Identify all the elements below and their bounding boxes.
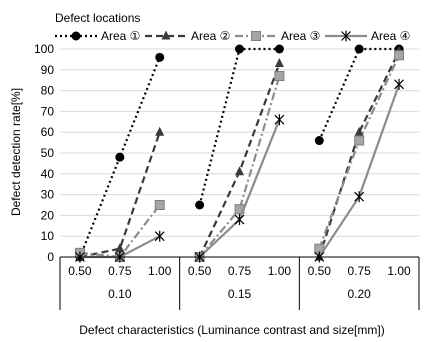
data-point <box>354 135 365 146</box>
legend: Area ① Area ② Area ③ Area ④ <box>55 29 410 43</box>
data-point <box>274 58 284 68</box>
data-point <box>115 243 125 253</box>
data-point <box>161 30 171 40</box>
x-tick-label: 1.00 <box>268 264 292 278</box>
y-tick-label: 20 <box>41 208 55 222</box>
y-tick-label: 60 <box>41 125 55 139</box>
legend-label: Area ④ <box>371 29 410 43</box>
data-point <box>354 44 364 54</box>
x-tick-label: 1.00 <box>387 264 411 278</box>
group-label: 0.10 <box>108 287 132 301</box>
data-point <box>354 191 365 203</box>
legend-label: Area ② <box>191 29 230 43</box>
legend-item: Area ② <box>145 29 230 43</box>
x-tick-label: 0.50 <box>308 264 332 278</box>
x-axis-label: Defect characteristics (Luminance contra… <box>79 323 384 337</box>
y-tick-label: 50 <box>41 146 55 160</box>
x-tick-label: 1.00 <box>148 264 172 278</box>
data-point <box>274 44 284 54</box>
series-line <box>78 56 161 258</box>
y-tick-label: 70 <box>41 104 55 118</box>
data-point <box>394 50 405 61</box>
legend-item: Area ④ <box>325 29 410 43</box>
legend-title: Defect locations <box>55 11 140 25</box>
data-point <box>195 200 205 210</box>
y-tick-label: 80 <box>41 84 55 98</box>
series-line <box>198 75 281 258</box>
data-point <box>341 30 351 42</box>
x-tick-label: 0.75 <box>108 264 132 278</box>
data-point <box>234 214 245 226</box>
data-point <box>235 166 244 176</box>
legend-item: Area ③ <box>235 29 320 43</box>
x-tick-label: 0.75 <box>347 264 371 278</box>
x-tick-label: 0.75 <box>228 264 252 278</box>
series-line <box>318 47 400 141</box>
x-tick-label: 0.50 <box>188 264 212 278</box>
data-point <box>155 126 165 136</box>
series-square <box>74 50 405 262</box>
legend-item: Area ① <box>55 29 140 43</box>
x-tick-label: 0.50 <box>68 264 92 278</box>
data-point <box>71 31 81 41</box>
legend-label: Area ③ <box>281 29 320 43</box>
y-tick-label: 90 <box>41 63 55 77</box>
series-line <box>318 50 401 258</box>
y-tick-label: 0 <box>47 250 54 264</box>
y-tick-label: 30 <box>41 188 55 202</box>
series-line <box>79 204 161 259</box>
axes: 0 10 20 30 40 50 60 70 80 90 100 0.50 0.75 1.00 0.10 0.… <box>34 42 420 310</box>
series-line <box>318 83 401 258</box>
series-line <box>198 47 280 206</box>
group-label: 0.15 <box>228 287 252 301</box>
series-line <box>79 131 161 259</box>
data-point <box>251 31 261 41</box>
data-point <box>235 44 244 54</box>
legend-label: Area ① <box>101 29 140 43</box>
data-point <box>274 114 285 126</box>
y-tick-label: 40 <box>41 167 55 181</box>
y-axis-label: Defect detection rate[%] <box>9 88 23 216</box>
y-tick-label: 10 <box>41 229 55 243</box>
data-point <box>115 152 125 162</box>
data-point <box>314 136 324 146</box>
data-point <box>154 200 165 210</box>
data-point <box>155 52 165 62</box>
group-label: 0.20 <box>347 287 371 301</box>
data-point <box>354 126 364 136</box>
data-point <box>394 78 404 90</box>
y-tick-label: 100 <box>34 42 54 56</box>
data-point <box>274 71 285 82</box>
data-point <box>154 230 165 242</box>
